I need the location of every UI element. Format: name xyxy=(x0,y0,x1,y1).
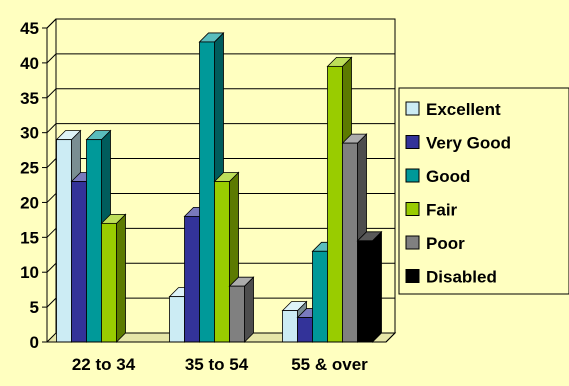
y-tick-label: 30 xyxy=(20,124,39,143)
gridline xyxy=(46,158,395,168)
axes xyxy=(46,18,396,343)
bar xyxy=(282,310,298,343)
legend-label: Good xyxy=(426,167,470,186)
bar xyxy=(312,250,328,343)
legend-label: Fair xyxy=(426,201,458,220)
gridline xyxy=(46,53,395,64)
bar xyxy=(86,139,102,343)
legend-label: Very Good xyxy=(426,134,511,153)
legend-swatch xyxy=(405,101,420,116)
x-axis-ticks: 22 to 34 35 to 54 55 & over xyxy=(72,355,368,374)
legend-swatch xyxy=(405,269,420,283)
x-tick-label: 22 to 34 xyxy=(72,355,136,374)
legend-label: Excellent xyxy=(426,100,501,119)
bar-side xyxy=(116,213,126,343)
x-tick-label: 55 & over xyxy=(291,355,368,374)
y-tick-label: 45 xyxy=(20,19,39,38)
bar xyxy=(342,142,358,343)
legend-label: Disabled xyxy=(426,268,497,287)
legend: Excellent Very Good Good Fair Poor Disabled xyxy=(398,87,569,295)
gridline xyxy=(46,123,395,134)
y-tick-label: 10 xyxy=(20,263,39,282)
bar-side xyxy=(372,230,382,343)
legend-box xyxy=(398,87,569,295)
axis-corner-line xyxy=(46,18,57,29)
bar xyxy=(214,181,230,343)
x-tick-label: 35 to 54 xyxy=(185,355,249,374)
bar xyxy=(357,240,373,343)
bar xyxy=(199,41,215,343)
bar xyxy=(71,181,87,343)
gridline xyxy=(46,297,395,308)
gridlines xyxy=(46,18,395,308)
bar xyxy=(327,65,343,343)
bar xyxy=(101,222,117,343)
bar xyxy=(229,285,245,343)
gridline xyxy=(46,227,395,238)
legend-label: Poor xyxy=(426,234,465,253)
y-tick-label: 40 xyxy=(20,54,39,73)
bar xyxy=(297,317,313,343)
gridline xyxy=(46,88,395,99)
gridline xyxy=(46,192,395,203)
axis-corner-line xyxy=(385,332,396,343)
legend-swatch xyxy=(405,235,420,250)
bar xyxy=(184,215,200,343)
legend-swatch xyxy=(405,202,420,216)
y-axis-ticks: 0 5 10 15 20 25 30 35 40 45 xyxy=(20,19,47,352)
legend-swatch xyxy=(405,135,420,149)
y-tick-label: 25 xyxy=(20,159,39,178)
legend-swatch xyxy=(405,168,420,183)
y-tick-label: 20 xyxy=(20,193,39,212)
y-tick-label: 35 xyxy=(20,89,39,108)
y-tick-label: 15 xyxy=(20,228,39,247)
bar xyxy=(56,139,72,343)
bar-side xyxy=(244,276,254,343)
gridline xyxy=(46,262,395,273)
bar xyxy=(169,296,185,343)
y-tick-label: 5 xyxy=(30,298,39,317)
y-tick-label: 0 xyxy=(30,333,39,352)
